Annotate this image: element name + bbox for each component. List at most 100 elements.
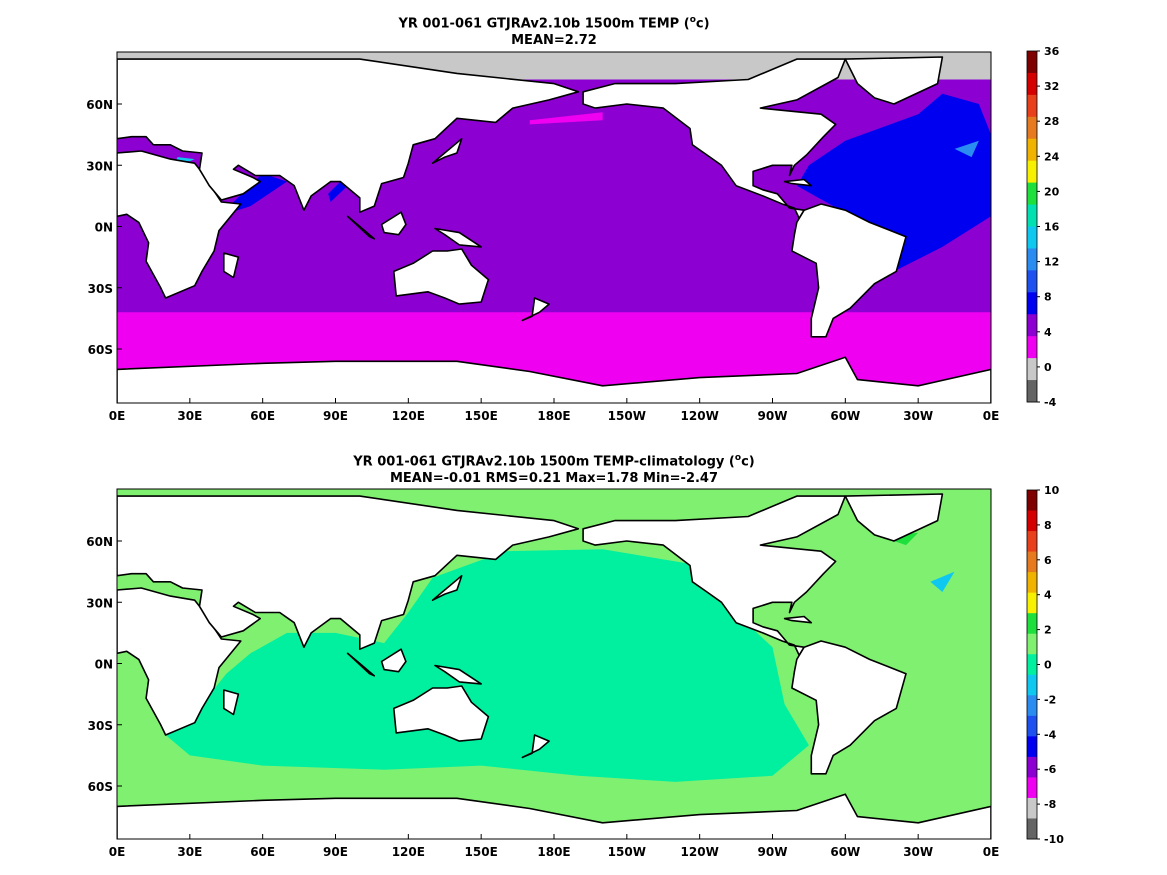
colorbar-tick-label: 4 [1044,589,1052,602]
colorbar-tick-label: 12 [1044,256,1059,269]
lon-tick-label: 180E [537,409,570,423]
lon-tick-label: 30W [903,409,933,423]
land-outline [223,252,240,279]
colorbar-cell [1027,358,1037,381]
land-outline [783,178,813,187]
colorbar-cell [1027,551,1037,573]
lon-tick-label: 120W [681,845,719,859]
lat-tick-label: 30S [88,719,113,733]
panel1-title-text: YR 001-061 GTJRAv2.10b 1500m TEMP ( [398,16,690,32]
land-outline [380,211,407,236]
colorbar-tick-label: 16 [1044,221,1060,234]
panel2-title-unit: o [734,453,742,463]
land-outline [117,356,991,403]
colorbar-tick-label: 20 [1044,185,1060,198]
colorbar-tick-label: 8 [1044,519,1052,532]
lat-tick-label: 60N [86,535,113,549]
lon-tick-label: 0E [109,845,126,859]
land-outline [117,495,580,650]
colorbar-tick-label: 32 [1044,80,1059,93]
colorbar-cell [1027,116,1037,140]
colorbar-tick-label: -4 [1044,396,1057,409]
lon-tick-label: 30W [903,845,933,859]
panel1-title-end: c) [695,16,710,32]
lat-tick-label: 30S [88,282,113,296]
colorbar-tick-label: 0 [1044,361,1052,374]
panel1-stats: MEAN=2.72 [511,33,597,49]
colorbar-cell [1027,204,1037,227]
field-iberia [954,140,979,158]
panel1-title: YR 001-061 GTJRAv2.10b 1500m TEMP (oc) M… [0,12,1108,49]
lon-tick-label: 0E [983,409,1000,423]
lat-tick-label: 30N [86,159,113,173]
land-outline [223,689,240,716]
colorbar-cell [1027,380,1037,403]
lon-tick-label: 180E [537,845,570,859]
lon-tick-label: 30E [177,845,202,859]
colorbar-cell [1027,270,1037,293]
panel1: 0E 30E 60E 90E 120E 150E 180E 150W 120W 90W 60W 30W… [86,45,1060,423]
lon-tick-label: 120E [392,845,425,859]
colorbar-cell [1027,182,1037,206]
colorbar-cell [1027,654,1037,676]
colorbar-cell [1027,818,1037,840]
lon-tick-label: 150E [465,845,498,859]
lon-tick-label: 120W [681,409,719,423]
land-outline [791,640,907,775]
land-outline [434,664,482,685]
land-outline [434,227,482,248]
colorbar-tick-label: 36 [1044,45,1060,58]
colorbar-tick-label: -6 [1044,763,1057,776]
field-iberia [930,571,955,592]
colorbar-tick-label: 8 [1044,291,1052,304]
lat-tick-label: 60N [86,98,113,112]
colorbar-tick-label: 0 [1044,659,1052,672]
colorbar-cell [1027,797,1037,819]
lon-tick-label: 90W [758,845,788,859]
colorbar-cell [1027,490,1037,512]
land-outline [380,648,407,673]
lon-tick-label: 60E [250,409,275,423]
colorbar-cell [1027,592,1037,614]
colorbar-tick-label: -2 [1044,693,1056,706]
colorbar-cell [1027,248,1037,271]
colorbar-cell [1027,674,1037,696]
land-outline [117,793,991,839]
colorbar-tick-label: -10 [1044,833,1064,846]
lon-tick-label: 60E [250,845,275,859]
lat-tick-label: 60S [88,780,113,794]
colorbar-cell [1027,292,1037,315]
lon-tick-label: 0E [983,845,1000,859]
field-bering [529,112,603,125]
land-outline [346,215,376,240]
colorbar-cell [1027,736,1037,758]
lon-tick-label: 150W [608,409,646,423]
lat-tick-label: 0N [95,221,113,235]
lon-tick-label: 120E [392,409,425,423]
colorbar-cell [1027,314,1037,337]
panel2-stats: MEAN=-0.01 RMS=0.21 Max=1.78 Min=-2.47 [389,471,719,487]
colorbar-cell [1027,226,1037,249]
colorbar-cell [1027,138,1037,162]
land-outline [844,56,944,105]
colorbar-cell [1027,715,1037,737]
colorbar-cell [1027,94,1037,118]
panel2: 0E 30E 60E 90E 120E 150E 180E 150W 120W 90W 60W 30W… [86,484,1064,859]
colorbar-tick-label: 2 [1044,624,1052,637]
land-outline [521,734,550,759]
colorbar-cell [1027,51,1037,74]
lon-tick-label: 30E [177,409,202,423]
lat-tick-label: 30N [86,596,113,610]
colorbar-cell [1027,531,1037,553]
lat-tick-label: 0N [95,658,113,672]
colorbar-cell [1027,633,1037,655]
colorbar-cell [1027,510,1037,532]
colorbar-cell [1027,777,1037,799]
panel1-title-unit: o [689,15,696,25]
field-bengal [328,181,348,202]
lon-tick-label: 90E [323,409,348,423]
land-outline [783,615,813,624]
panel2-title-text: YR 001-061 GTJRAv2.10b 1500m TEMP-climat… [353,454,735,470]
colorbar-tick-label: 24 [1044,150,1060,163]
